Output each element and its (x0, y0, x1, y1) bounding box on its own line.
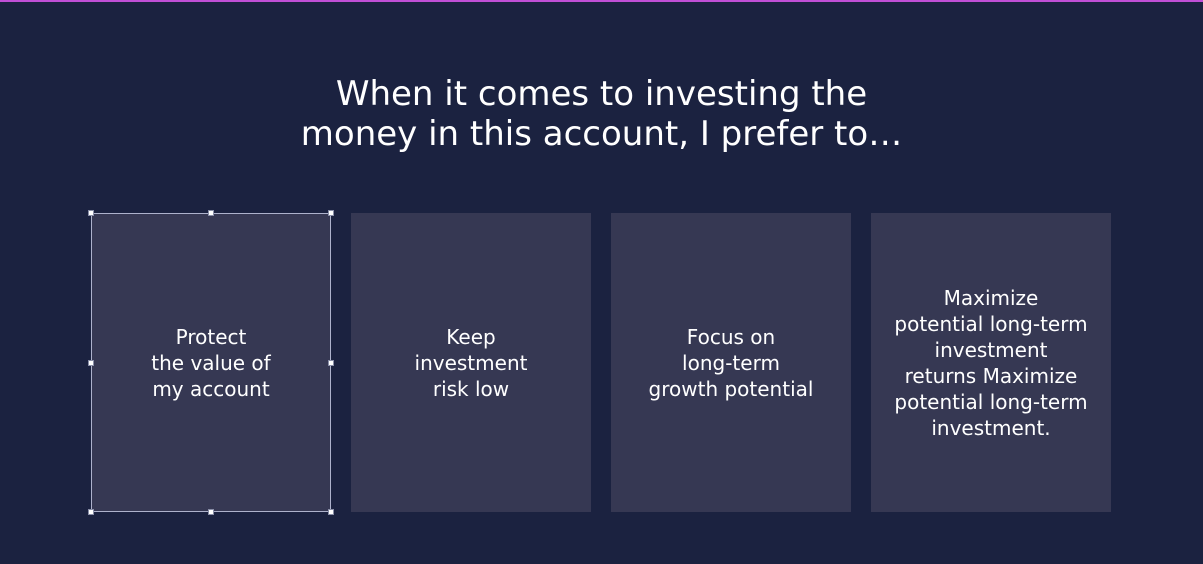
resize-handle-bottom-left[interactable] (88, 509, 94, 515)
question-heading: When it comes to investing the money in … (300, 74, 903, 154)
option-label-maximize-returns: Maximize potential long-term investment … (894, 285, 1088, 440)
option-card-protect[interactable]: Protect the value of my account (91, 213, 331, 512)
window-top-border (0, 0, 1203, 2)
resize-handle-middle-left[interactable] (88, 360, 94, 366)
resize-handle-bottom-center[interactable] (208, 509, 214, 515)
resize-handle-middle-right[interactable] (328, 360, 334, 366)
option-card-keep-risk-low[interactable]: Keep investment risk low (351, 213, 591, 512)
option-card-maximize-returns[interactable]: Maximize potential long-term investment … (871, 213, 1111, 512)
resize-handle-top-left[interactable] (88, 210, 94, 216)
option-label-keep-risk-low: Keep investment risk low (414, 324, 528, 401)
option-label-focus-growth: Focus on long-term growth potential (648, 324, 814, 401)
resize-handle-top-right[interactable] (328, 210, 334, 216)
option-label-protect: Protect the value of my account (151, 324, 271, 401)
option-card-focus-growth[interactable]: Focus on long-term growth potential (611, 213, 851, 512)
resize-handle-bottom-right[interactable] (328, 509, 334, 515)
resize-handle-top-center[interactable] (208, 210, 214, 216)
